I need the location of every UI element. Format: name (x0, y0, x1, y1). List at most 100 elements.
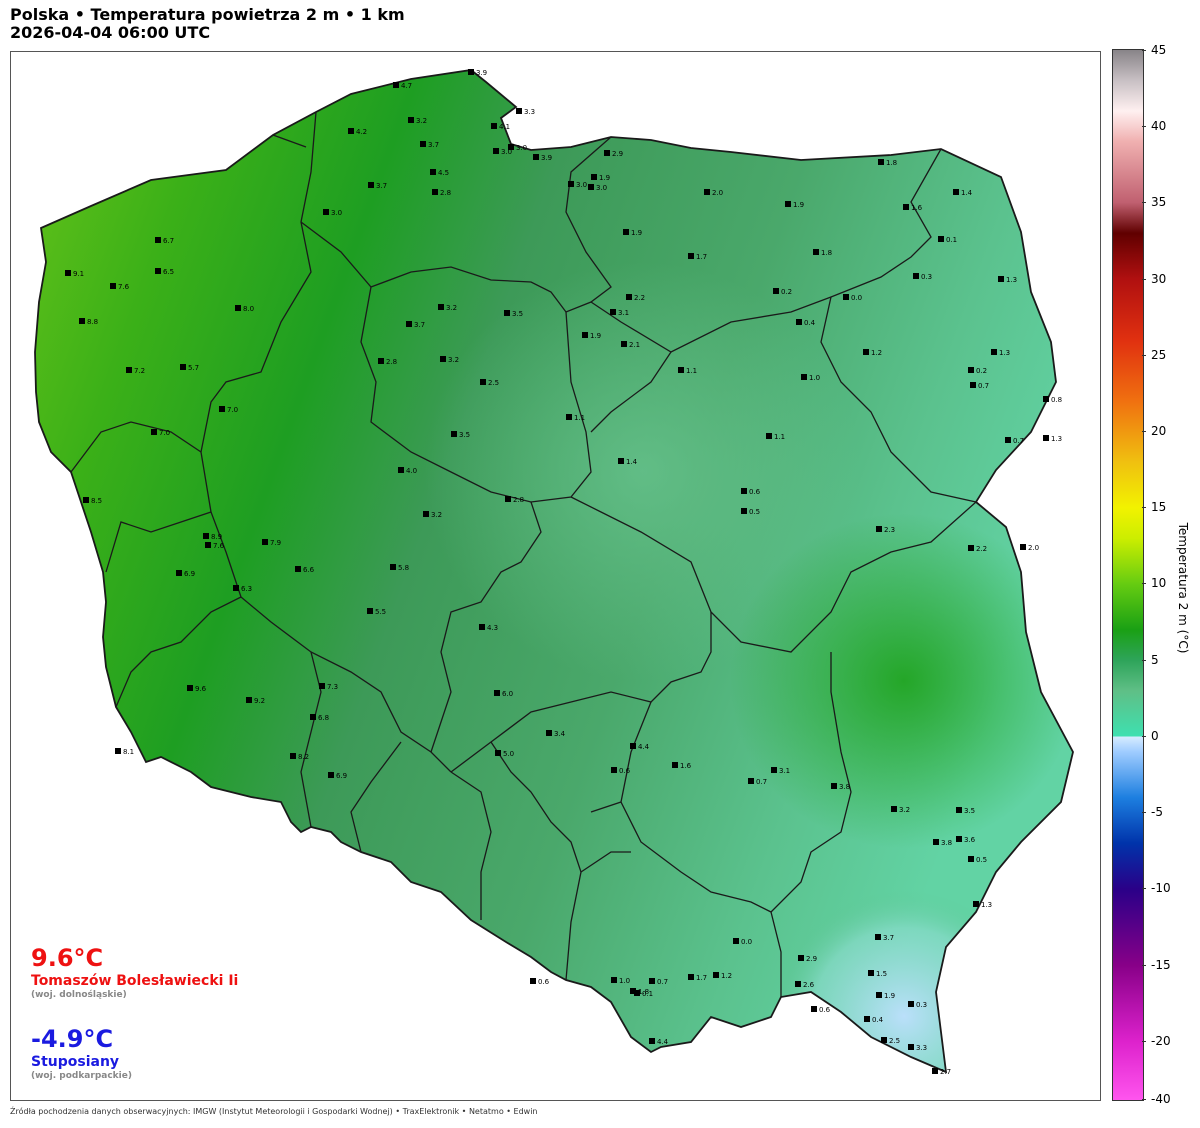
station-marker (126, 367, 132, 373)
station-marker (933, 839, 939, 845)
max-temperature-region: (woj. dolnośląskie) (31, 990, 127, 1000)
colorbar-tick: 30 (1141, 273, 1166, 285)
station-temperature-label: 3.3 (916, 1044, 927, 1052)
station-temperature-label: 2.3 (884, 526, 895, 534)
station-marker (495, 750, 501, 756)
colorbar-tick: -5 (1142, 806, 1163, 818)
station-marker (649, 978, 655, 984)
station-temperature-label: 9.2 (254, 697, 265, 705)
station-marker (798, 955, 804, 961)
station-marker (741, 508, 747, 514)
station-marker (773, 288, 779, 294)
station-temperature-label: 8.0 (243, 305, 254, 313)
station-temperature-label: 1.9 (884, 992, 895, 1000)
station-temperature-label: 3.7 (414, 321, 425, 329)
station-temperature-label: 8.2 (298, 753, 309, 761)
data-source-note: Źródła pochodzenia danych obserwacyjnych… (10, 1107, 538, 1116)
map-title: Polska • Temperatura powietrza 2 m • 1 k… (10, 6, 405, 42)
station-marker (618, 458, 624, 464)
station-temperature-label: 3.0 (596, 184, 607, 192)
station-marker (1005, 437, 1011, 443)
station-marker (79, 318, 85, 324)
station-marker (508, 144, 514, 150)
station-marker (610, 309, 616, 315)
station-marker (582, 332, 588, 338)
station-marker (290, 753, 296, 759)
station-temperature-label: 0.7 (657, 978, 668, 986)
station-temperature-label: 1.4 (961, 189, 973, 197)
station-temperature-label: 6.6 (303, 566, 315, 574)
station-marker (233, 585, 239, 591)
station-temperature-label: 2.9 (806, 955, 817, 963)
station-marker (908, 1001, 914, 1007)
station-temperature-label: 7.2 (134, 367, 145, 375)
station-marker (913, 273, 919, 279)
station-marker (438, 304, 444, 310)
station-marker (516, 108, 522, 114)
station-marker (398, 467, 404, 473)
station-marker (65, 270, 71, 276)
station-marker (626, 294, 632, 300)
station-marker (568, 181, 574, 187)
station-marker (741, 488, 747, 494)
station-marker (504, 310, 510, 316)
station-temperature-label: 3.1 (779, 767, 790, 775)
station-marker (801, 374, 807, 380)
map-frame[interactable]: 3.9 3.3 4.7 4.1 3.0 3.9 4.2 3.2 3.7 3.0 2.9 3.0 4.5 2… (10, 51, 1101, 1101)
station-marker (704, 189, 710, 195)
station-marker (1020, 544, 1026, 550)
station-marker (630, 743, 636, 749)
station-marker (1043, 435, 1049, 441)
station-temperature-label: 5.5 (375, 608, 386, 616)
station-temperature-label: 0.6 (538, 978, 550, 986)
station-temperature-label: 1.8 (886, 159, 897, 167)
temperature-map[interactable]: 3.9 3.3 4.7 4.1 3.0 3.9 4.2 3.2 3.7 3.0 2.9 3.0 4.5 2… (11, 52, 1100, 1100)
station-marker (393, 82, 399, 88)
station-temperature-label: 0.8 (1051, 396, 1062, 404)
station-temperature-label: 4.5 (438, 169, 449, 177)
station-temperature-label: 5.8 (398, 564, 409, 572)
temperature-colorbar (1112, 49, 1144, 1101)
station-marker (876, 992, 882, 998)
station-temperature-label: 3.7 (376, 182, 387, 190)
station-temperature-label: 8.9 (211, 533, 222, 541)
station-temperature-label: 0.6 (619, 767, 631, 775)
station-temperature-label: 5.0 (503, 750, 514, 758)
station-marker (310, 714, 316, 720)
station-temperature-label: 6.9 (336, 772, 347, 780)
station-temperature-label: 6.0 (502, 690, 513, 698)
station-marker (623, 229, 629, 235)
station-temperature-label: 3.7 (428, 141, 439, 149)
station-temperature-label: 0.6 (749, 488, 761, 496)
station-marker (611, 767, 617, 773)
station-marker (956, 807, 962, 813)
station-marker (187, 685, 193, 691)
station-temperature-label: 2.0 (1028, 544, 1039, 552)
station-marker (155, 268, 161, 274)
station-temperature-label: 3.8 (941, 839, 952, 847)
station-temperature-label: 1.4 (626, 458, 638, 466)
station-temperature-label: 3.2 (899, 806, 910, 814)
station-temperature-label: 7.6 (213, 542, 225, 550)
station-marker (813, 249, 819, 255)
station-temperature-label: 1.3 (1006, 276, 1017, 284)
station-marker (771, 767, 777, 773)
station-temperature-label: 2.1 (629, 341, 640, 349)
station-marker (634, 990, 640, 996)
station-marker (621, 341, 627, 347)
station-marker (611, 977, 617, 983)
station-marker (203, 533, 209, 539)
station-temperature-label: 1.1 (574, 414, 585, 422)
station-temperature-label: 2.9 (612, 150, 623, 158)
station-marker (440, 356, 446, 362)
station-temperature-label: 1.6 (680, 762, 692, 770)
colorbar-tick: 15 (1141, 501, 1166, 513)
min-temperature-value: -4.9°C (31, 1025, 114, 1053)
station-marker (878, 159, 884, 165)
station-temperature-label: 3.4 (554, 730, 566, 738)
station-marker (262, 539, 268, 545)
station-temperature-label: 3.1 (618, 309, 629, 317)
station-marker (970, 382, 976, 388)
station-temperature-label: 0.2 (976, 367, 987, 375)
station-temperature-label: 3.0 (501, 148, 512, 156)
